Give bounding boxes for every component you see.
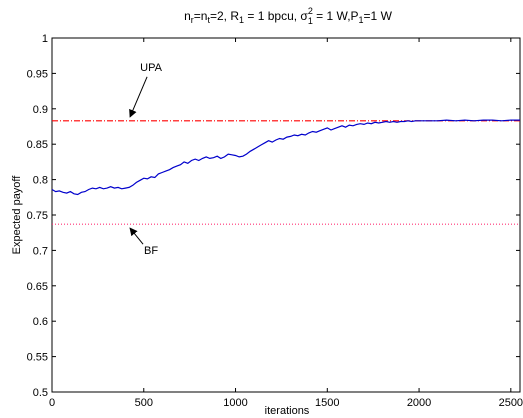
y-tick-label: 0.65 bbox=[27, 281, 48, 293]
annotation-arrow-upa bbox=[129, 76, 148, 118]
y-axis-label: Expected payoff bbox=[11, 175, 23, 255]
y-tick-label: 0.7 bbox=[33, 245, 48, 257]
axis-ticks: 0 500 1000 1500 2000 2500 0.5 0.55 0.6 0.65 0.7 0.7… bbox=[27, 33, 523, 409]
plot-area bbox=[51, 37, 521, 393]
x-tick-label: 1500 bbox=[315, 397, 339, 409]
series-layer bbox=[51, 119, 520, 196]
x-axis-label: iterations bbox=[265, 405, 310, 417]
y-tick-label: 0.95 bbox=[27, 68, 48, 80]
x-tick-label: 1000 bbox=[223, 397, 247, 409]
y-tick-label: 0.85 bbox=[27, 139, 48, 151]
y-tick-label: 0.75 bbox=[27, 210, 48, 222]
y-tick-label: 0.9 bbox=[33, 104, 48, 116]
y-tick-label: 0.8 bbox=[33, 175, 48, 187]
y-tick-label: 0.55 bbox=[27, 352, 48, 364]
series-line-0 bbox=[51, 119, 520, 196]
x-tick-label: 2500 bbox=[499, 397, 523, 409]
annotations: UPA BF bbox=[129, 62, 163, 257]
annotation-label-bf: BF bbox=[144, 245, 158, 257]
chart-title: nr=nt=2, R1 = 1 bpcu, σ2 1 = 1 W,P1=1 W bbox=[184, 6, 392, 26]
x-tick-label: 0 bbox=[49, 397, 55, 409]
y-tick-label: 0.6 bbox=[33, 316, 48, 328]
x-tick-label: 2000 bbox=[407, 397, 431, 409]
annotation-label-upa: UPA bbox=[140, 62, 162, 74]
y-tick-label: 0.5 bbox=[33, 387, 48, 399]
x-tick-label: 500 bbox=[135, 397, 153, 409]
y-tick-label: 1 bbox=[42, 33, 48, 45]
annotation-arrow-bf bbox=[129, 227, 144, 245]
